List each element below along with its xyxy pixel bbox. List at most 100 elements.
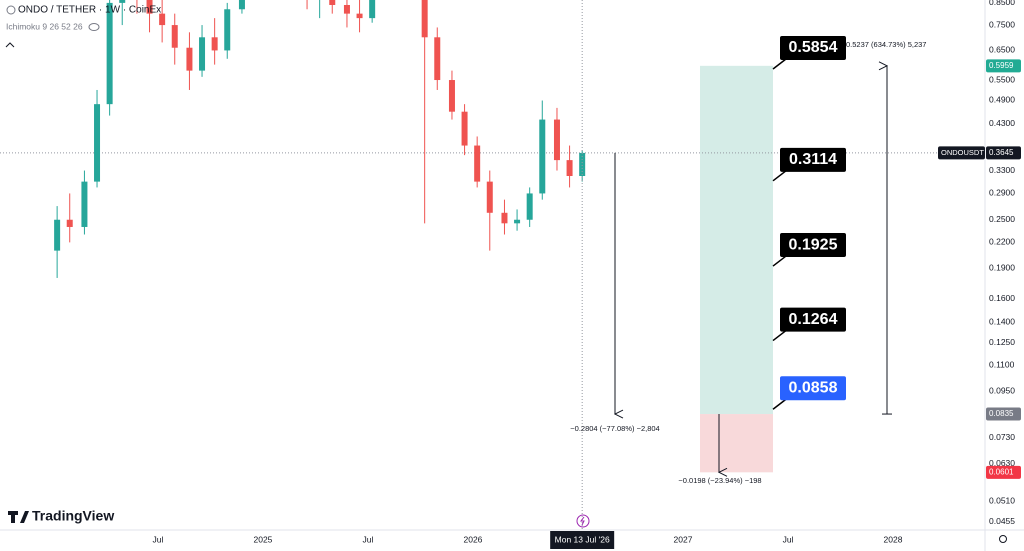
- candle-body: [171, 25, 178, 48]
- candle-body: [474, 145, 481, 182]
- collapse-icon: [5, 42, 15, 48]
- candle-body: [199, 37, 206, 71]
- crosshair-x-badge: [550, 531, 615, 549]
- settings-icon: [999, 535, 1007, 543]
- y-tick-label: 0.2500: [989, 214, 1015, 224]
- target-box: [780, 147, 846, 172]
- y-tick-label: 0.7500: [989, 19, 1015, 29]
- candle-body: [486, 181, 493, 213]
- candle-body: [526, 193, 533, 220]
- x-tick-label: Jul: [363, 534, 374, 544]
- candle-body: [211, 37, 218, 51]
- x-tick-label: 2028: [884, 534, 903, 544]
- eye-icon: [88, 23, 100, 31]
- price-badge: [986, 59, 1021, 73]
- target-label: 0.1925: [789, 236, 838, 253]
- candle-body: [329, 0, 336, 5]
- y-tick-label: 0.3300: [989, 165, 1015, 175]
- candle-body: [224, 9, 231, 51]
- candle-body: [566, 160, 573, 176]
- profit-zone: [700, 65, 773, 415]
- candle-body: [66, 219, 73, 227]
- target-pointer: [772, 398, 787, 410]
- x-tick-label: 2026: [464, 534, 483, 544]
- x-tick-label: Jul: [783, 534, 794, 544]
- timer-icon: [576, 514, 590, 528]
- y-tick-label: 0.1600: [989, 293, 1015, 303]
- target-box: [780, 307, 846, 332]
- target-pointer: [772, 170, 787, 182]
- candle-body: [186, 47, 193, 71]
- target-box: [780, 233, 846, 258]
- candle-body: [514, 219, 521, 224]
- y-tick-label: 0.8500: [989, 0, 1015, 7]
- candle-body: [81, 181, 88, 227]
- candle-body: [238, 0, 245, 10]
- symbol-badge-label: ONDOUSDT: [941, 148, 984, 157]
- x-tick-label: Jul: [152, 534, 163, 544]
- price-badge: [986, 407, 1021, 421]
- y-tick-label: 0.0510: [989, 496, 1015, 506]
- y-tick-label: 0.0730: [989, 432, 1015, 442]
- candle-body: [448, 80, 455, 112]
- candle-body: [421, 0, 428, 38]
- y-tick-label: 0.6500: [989, 45, 1015, 55]
- target-pointer: [772, 329, 787, 342]
- candle-body: [539, 119, 546, 194]
- price-badge: [986, 146, 1021, 160]
- target-box: [780, 35, 846, 60]
- price-badge: [986, 465, 1021, 479]
- y-tick-label: 0.1100: [989, 359, 1015, 369]
- chart-title: ONDO / TETHER · 1W · CoinEx: [18, 5, 161, 16]
- candle-body: [106, 2, 113, 105]
- y-tick-label: 0.2900: [989, 188, 1015, 198]
- indicator-label: Ichimoku 9 26 52 26: [6, 21, 83, 31]
- y-tick-label: 0.1250: [989, 337, 1015, 347]
- target-label: 0.5854: [789, 39, 838, 56]
- x-tick-label: 2027: [674, 534, 693, 544]
- price-badge-label: 0.0601: [989, 467, 1014, 476]
- target-pointer: [772, 58, 787, 70]
- annotation: −0.0198 (−23.94%) −198: [678, 476, 761, 485]
- annotation: 0.5237 (634.73%) 5,237: [846, 40, 926, 49]
- candle-body: [159, 13, 166, 26]
- candle-body: [434, 37, 441, 81]
- loss-zone: [700, 414, 773, 473]
- price-badge-label: 0.5959: [989, 61, 1014, 70]
- candle-body: [94, 104, 101, 182]
- price-badge-label: 0.3645: [989, 148, 1014, 157]
- candle-body: [343, 4, 350, 14]
- brand: TradingView: [8, 508, 114, 524]
- y-tick-label: 0.0455: [989, 516, 1015, 526]
- brand-name: TradingView: [32, 508, 114, 524]
- y-tick-label: 0.1900: [989, 263, 1015, 273]
- target-label: 0.0858: [789, 379, 838, 396]
- target-box: [780, 376, 846, 401]
- candle-body: [119, 0, 126, 3]
- candle-body: [369, 0, 376, 19]
- y-tick-label: 0.0630: [989, 458, 1015, 468]
- symbol-badge: [938, 146, 985, 160]
- plot-area: [0, 0, 985, 530]
- candle-body: [146, 0, 153, 14]
- y-tick-label: 0.4900: [989, 95, 1015, 105]
- target-label: 0.1264: [789, 311, 838, 328]
- target-pointer: [772, 255, 787, 267]
- candle-body: [501, 212, 508, 224]
- candle-body: [54, 219, 61, 251]
- candle-body: [356, 13, 363, 19]
- x-tick-label: 2025: [253, 534, 272, 544]
- y-tick-label: 0.5500: [989, 74, 1015, 84]
- y-tick-label: 0.4300: [989, 118, 1015, 128]
- y-tick-label: 0.1400: [989, 317, 1015, 327]
- candle-body: [579, 152, 586, 176]
- candle-body: [461, 111, 468, 146]
- annotation: −0.2804 (−77.08%) −2,804: [570, 424, 659, 433]
- symbol-icon: [6, 5, 16, 15]
- crosshair-x-label: Mon 13 Jul '26: [555, 534, 610, 544]
- y-tick-label: 0.0950: [989, 385, 1015, 395]
- price-badge-label: 0.0835: [989, 409, 1014, 418]
- brand-logo: [8, 511, 29, 523]
